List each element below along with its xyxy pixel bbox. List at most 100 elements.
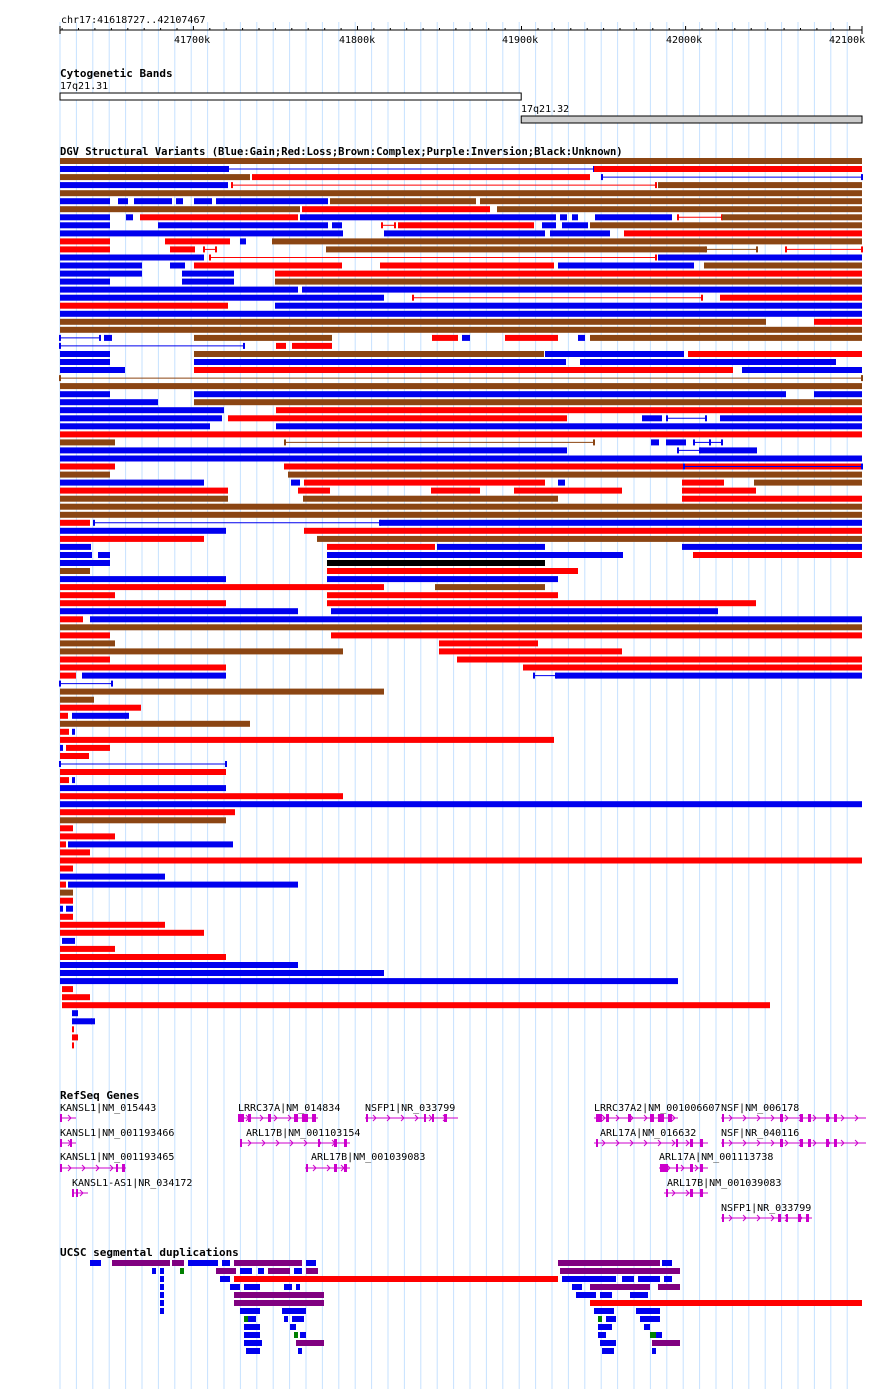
segdup-blue	[222, 1260, 230, 1266]
gene-exon	[268, 1114, 271, 1122]
sv-gain-end	[666, 415, 668, 422]
sv-loss	[60, 769, 226, 775]
segdup-green	[650, 1332, 656, 1338]
segdup-blue	[160, 1300, 164, 1306]
sv-loss	[60, 809, 235, 816]
sv-complex	[60, 383, 862, 390]
gene-exon	[116, 1164, 118, 1172]
gene-exon	[668, 1114, 672, 1122]
gene-kansl1-nm001193466	[60, 1139, 76, 1147]
segdup-blue	[662, 1260, 672, 1266]
sv-loss	[60, 897, 73, 904]
sv-complex-end	[756, 246, 758, 253]
gene-label-arl17b-nm001039083-2[interactable]: ARL17B|NM_001039083	[667, 1178, 782, 1189]
gene-strand-arrow	[273, 1114, 278, 1122]
sv-gain	[134, 198, 172, 205]
segdup-blue	[294, 1268, 302, 1274]
gene-label-arl17a-nm016632[interactable]: ARL17A|NM_016632	[600, 1128, 697, 1139]
gene-exon	[700, 1139, 703, 1147]
sv-gain	[302, 286, 862, 293]
gene-label-kansl1-nm001193465[interactable]: KANSL1|NM_001193465	[60, 1152, 175, 1163]
sv-loss	[60, 921, 165, 928]
sv-loss	[60, 535, 204, 542]
sv-gain	[72, 777, 75, 784]
sv-loss	[72, 1042, 74, 1049]
sv-loss	[284, 463, 862, 470]
gene-exon	[806, 1214, 809, 1222]
sv-loss	[439, 648, 622, 655]
sv-complex	[60, 696, 94, 703]
sv-gain	[60, 962, 298, 968]
sv-gain	[60, 447, 567, 454]
refseq-track-title[interactable]: RefSeq Genes	[60, 1089, 140, 1102]
sv-gain	[291, 479, 300, 486]
gene-label-kansl1-nm015443[interactable]: KANSL1|NM_015443	[60, 1103, 157, 1114]
sv-gain	[331, 608, 718, 615]
gene-lrrc37a-nm014834	[238, 1114, 318, 1122]
sv-gain	[380, 519, 862, 526]
sv-gain	[60, 182, 228, 189]
gene-label-nsfp1-nr033799-2[interactable]: NSFP1|NR_033799	[721, 1203, 812, 1214]
gene-exon	[432, 1114, 434, 1122]
gene-exon	[800, 1139, 803, 1147]
gene-strand-arrow	[671, 1114, 676, 1122]
gene-label-arl17a-nm001113738[interactable]: ARL17A|NM_001113738	[659, 1152, 774, 1163]
gene-strand-arrow	[615, 1139, 620, 1147]
gene-strand-arrow	[756, 1139, 761, 1147]
gene-label-kansl1as1-nr034172[interactable]: KANSL1-AS1|NR_034172	[72, 1178, 193, 1189]
sv-loss	[62, 986, 73, 993]
sv-complex	[60, 817, 226, 824]
gene-label-nsfp1-nr033799[interactable]: NSFP1|NR_033799	[365, 1103, 456, 1114]
sv-complex-end	[59, 375, 61, 382]
sv-gain-end	[721, 439, 723, 446]
segdup-blue	[656, 1332, 662, 1338]
gene-strand-arrow	[770, 1114, 775, 1122]
sv-loss	[276, 407, 862, 414]
cytoband-track-title[interactable]: Cytogenetic Bands	[60, 67, 173, 80]
segdup-track-title[interactable]: UCSC segmental duplications	[60, 1246, 239, 1259]
sv-loss	[688, 351, 862, 357]
sv-complex	[194, 334, 332, 341]
sv-complex-end	[861, 375, 863, 382]
gene-strand-arrow	[601, 1139, 606, 1147]
gene-strand-arrow	[386, 1114, 391, 1122]
gene-arl17b-nm001039083-2	[664, 1189, 708, 1197]
sv-gain	[170, 262, 185, 269]
sv-gain	[814, 391, 862, 398]
sv-gain-end	[59, 342, 61, 349]
gene-exon	[366, 1114, 368, 1122]
segdup-blue	[282, 1308, 306, 1314]
sv-gain-end	[93, 1018, 95, 1025]
sv-loss	[66, 744, 110, 751]
sv-loss	[60, 736, 554, 743]
segdup-purple	[234, 1260, 302, 1266]
segdup-blue	[306, 1260, 316, 1266]
gene-label-nsf-nm006178[interactable]: NSF|NM_006178	[721, 1103, 800, 1114]
gene-strand-arrow	[67, 1164, 72, 1172]
sv-loss	[327, 568, 578, 574]
dgv-track	[59, 158, 863, 1049]
segdup-blue	[244, 1324, 260, 1330]
gene-label-lrrc37a2-nm001006607[interactable]: LRRC37A2|NM_001006607	[594, 1103, 721, 1114]
gene-strand-arrow	[770, 1139, 775, 1147]
dgv-track-title[interactable]: DGV Structural Variants (Blue:Gain;Red:L…	[60, 146, 623, 158]
sv-gain	[550, 230, 610, 237]
gene-label-nsf-nr040116[interactable]: NSF|NR_040116	[721, 1128, 800, 1139]
gene-label-kansl1-nm001193466[interactable]: KANSL1|NM_001193466	[60, 1128, 175, 1139]
sv-loss	[331, 632, 862, 639]
sv-loss	[60, 238, 110, 245]
gene-exon	[676, 1164, 678, 1172]
sv-complex	[60, 318, 766, 325]
gene-strand-arrow	[742, 1139, 747, 1147]
gene-label-arl17b-nm001039083[interactable]: ARL17B|NM_001039083	[311, 1152, 426, 1163]
sv-complex	[754, 479, 862, 486]
segdup-purple	[558, 1260, 660, 1266]
sv-loss	[457, 656, 862, 663]
segdup-purple	[306, 1268, 318, 1274]
gene-exon	[798, 1214, 801, 1222]
gene-label-arl17b-nm001103154[interactable]: ARL17B|NM_001103154	[246, 1128, 361, 1139]
gene-label-lrrc37a-nm014834[interactable]: LRRC37A|NM_014834	[238, 1103, 341, 1114]
sv-complex	[658, 182, 862, 189]
sv-gain	[118, 198, 128, 205]
